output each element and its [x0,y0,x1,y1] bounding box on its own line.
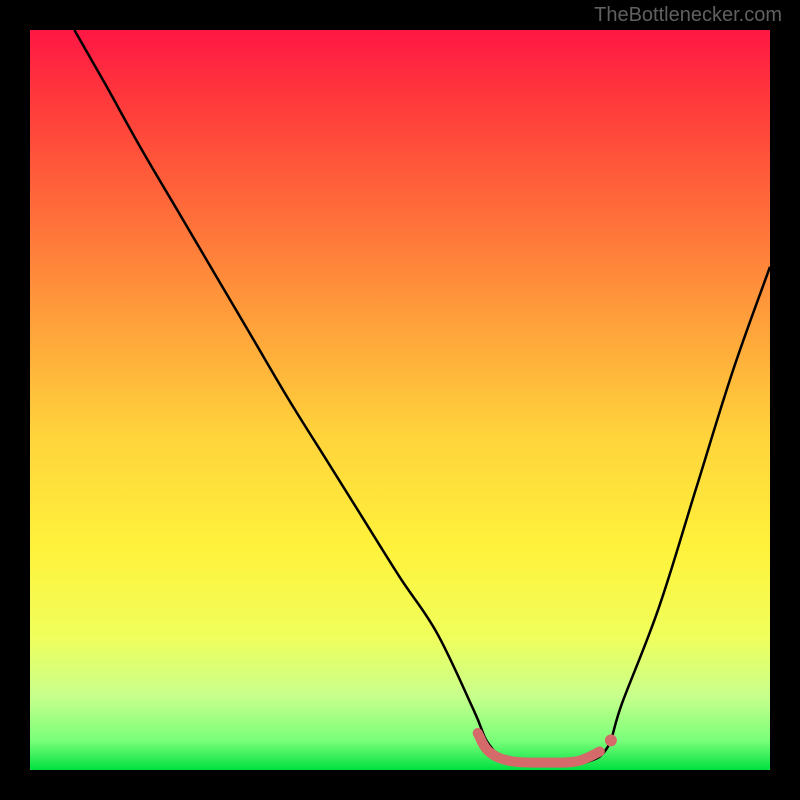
bottleneck-curve [74,30,770,766]
curve-layer [30,30,770,770]
highlight-segment [478,733,600,763]
highlight-end-dot [605,734,617,746]
plot-area [30,30,770,770]
watermark-text: TheBottlenecker.com [594,4,782,27]
